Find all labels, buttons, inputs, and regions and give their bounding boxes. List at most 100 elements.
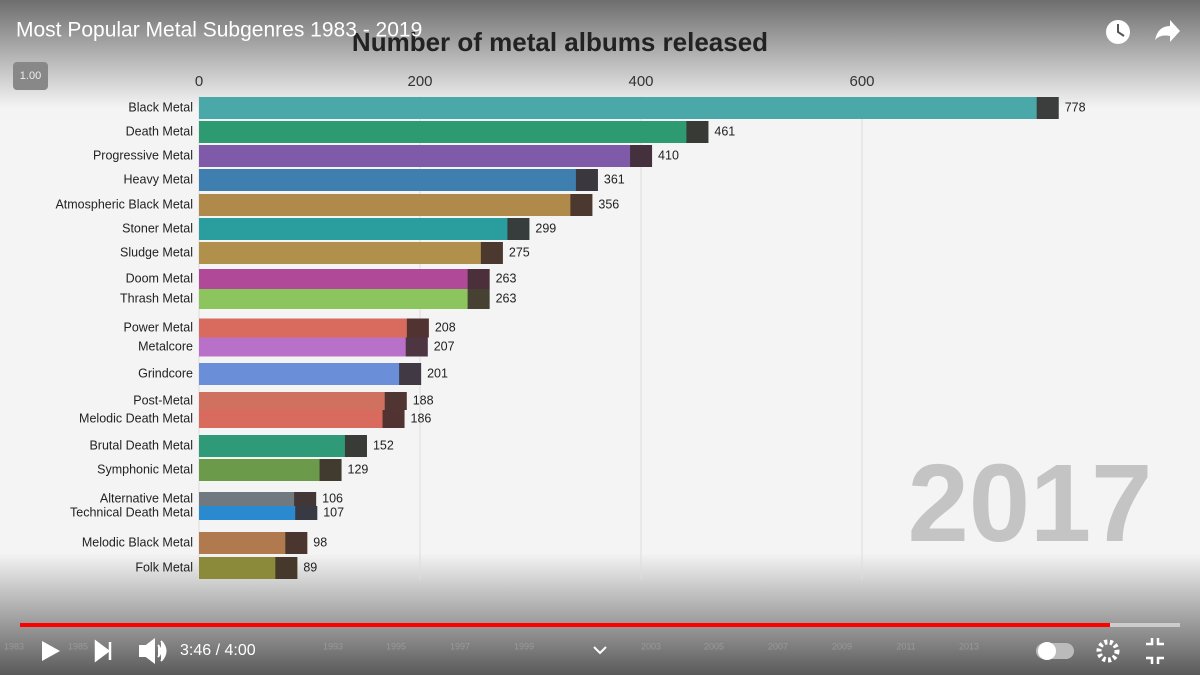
value-label: 361: [604, 172, 625, 186]
value-label: 106: [322, 491, 343, 505]
timeline-year: 2013: [959, 641, 979, 651]
category-label: Melodic Black Metal: [82, 535, 193, 549]
clock-hands: [1117, 24, 1125, 37]
category-label: Atmospheric Black Metal: [55, 197, 193, 211]
category-label: Thrash Metal: [120, 291, 193, 305]
album-thumbnail: [285, 532, 308, 554]
category-label: Melodic Death Metal: [79, 411, 193, 425]
timeline-year: 2009: [832, 641, 852, 651]
value-label: 89: [303, 560, 317, 574]
bar: [199, 492, 317, 506]
bar: [199, 435, 367, 457]
timeline-year: 1995: [386, 641, 406, 651]
bar: [199, 459, 342, 481]
time-display: 3:46 / 4:00: [180, 642, 256, 659]
value-label: 201: [427, 366, 448, 380]
album-thumbnail: [275, 557, 298, 579]
timeline-year: 1997: [450, 641, 470, 651]
value-label: 410: [658, 148, 679, 162]
exit-fullscreen-button[interactable]: [1146, 638, 1164, 664]
category-label: Symphonic Metal: [97, 462, 193, 476]
album-thumbnail: [570, 194, 593, 216]
timeline-year: 2005: [704, 641, 724, 651]
timeline-year: 2011: [896, 641, 915, 651]
value-label: 299: [535, 221, 556, 235]
settings-button[interactable]: [1096, 639, 1120, 663]
category-label: Post-Metal: [133, 393, 193, 407]
value-label: 275: [509, 245, 530, 259]
bar: [199, 532, 308, 554]
category-label: Alternative Metal: [100, 491, 193, 505]
value-label: 98: [313, 535, 327, 549]
album-thumbnail: [344, 435, 367, 457]
value-label: 778: [1065, 100, 1086, 114]
album-thumbnail: [575, 169, 598, 191]
volume-button[interactable]: [139, 638, 167, 664]
category-label: Grindcore: [138, 366, 193, 380]
bar: [199, 145, 653, 167]
value-label: 208: [435, 320, 456, 334]
category-label: Stoner Metal: [122, 221, 193, 235]
next-button[interactable]: [94, 639, 112, 663]
album-thumbnail: [295, 506, 318, 520]
play-button[interactable]: [42, 641, 60, 661]
album-thumbnail: [686, 121, 709, 143]
category-label: Folk Metal: [135, 560, 193, 574]
bar: [199, 242, 503, 264]
x-tick-label: 400: [628, 73, 653, 90]
speed-label: 1.00: [20, 70, 41, 82]
album-thumbnail: [480, 242, 503, 264]
category-label: Doom Metal: [126, 271, 193, 285]
album-thumbnail: [1036, 97, 1059, 119]
x-tick-label: 0: [195, 73, 203, 90]
bar: [199, 97, 1059, 119]
album-thumbnail: [384, 392, 407, 410]
category-label: Progressive Metal: [93, 148, 193, 162]
bar: [199, 269, 490, 289]
bar: [199, 337, 428, 357]
value-label: 207: [434, 339, 455, 353]
category-label: Power Metal: [124, 320, 193, 334]
value-label: 107: [323, 505, 344, 519]
progress-played[interactable]: [20, 623, 1110, 627]
value-label: 188: [413, 393, 434, 407]
album-thumbnail: [630, 145, 653, 167]
video-title[interactable]: Most Popular Metal Subgenres 1983 - 2019: [16, 19, 422, 42]
album-thumbnail: [406, 318, 429, 338]
value-label: 129: [348, 462, 369, 476]
bar: [199, 289, 490, 309]
value-label: 186: [411, 411, 432, 425]
album-thumbnail: [382, 410, 405, 428]
category-label: Heavy Metal: [124, 172, 193, 186]
album-thumbnail: [399, 363, 422, 385]
value-label: 461: [714, 124, 735, 138]
chapters-button[interactable]: [593, 646, 607, 655]
bar: [199, 318, 429, 338]
album-thumbnail: [294, 492, 317, 506]
category-label: Technical Death Metal: [70, 505, 193, 519]
timeline-year: 1999: [514, 641, 534, 651]
timeline-year: 2003: [641, 641, 661, 651]
value-label: 263: [496, 291, 517, 305]
x-tick-label: 200: [407, 73, 432, 90]
autoplay-knob: [1038, 642, 1056, 660]
bar: [199, 169, 598, 191]
album-thumbnail: [507, 218, 530, 240]
bar: [199, 392, 407, 410]
timeline-year: 1983: [4, 641, 24, 651]
album-thumbnail: [319, 459, 342, 481]
category-label: Death Metal: [126, 124, 193, 138]
bar: [199, 121, 709, 143]
bar: [199, 557, 298, 579]
year-label: 2017: [908, 442, 1153, 565]
share-icon[interactable]: [1155, 20, 1180, 42]
value-label: 263: [496, 271, 517, 285]
category-label: Black Metal: [128, 100, 193, 114]
chart-title: Number of metal albums released: [352, 27, 768, 57]
category-label: Metalcore: [138, 339, 193, 353]
bar: [199, 506, 318, 520]
speed-badge: [13, 62, 48, 90]
album-thumbnail: [467, 289, 490, 309]
value-label: 356: [598, 197, 619, 211]
